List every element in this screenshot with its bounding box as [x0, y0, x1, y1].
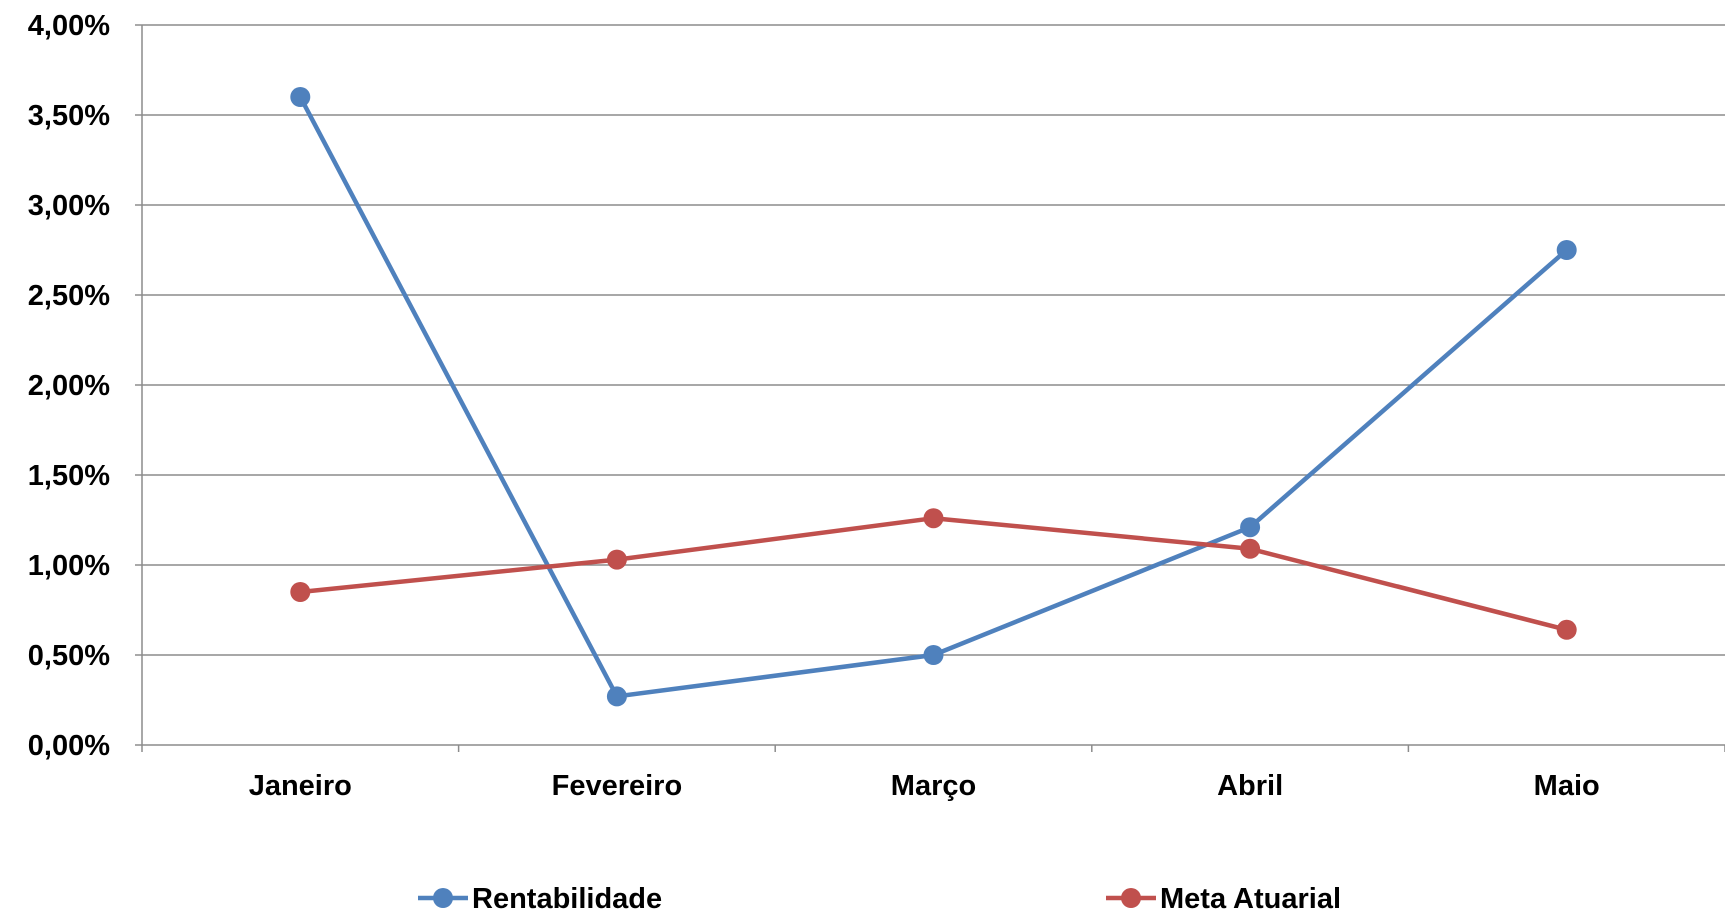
data-point: [290, 582, 311, 602]
series-lines: [290, 87, 1577, 707]
data-point: [1240, 538, 1261, 559]
y-tick-label: 0,00%: [28, 730, 110, 762]
y-tick-label: 4,00%: [28, 10, 110, 42]
x-category-label: Janeiro: [249, 770, 352, 802]
data-point: [606, 686, 627, 707]
x-category-label: Maio: [1534, 770, 1600, 802]
legend-item: Rentabilidade: [418, 883, 662, 915]
x-category-label: Fevereiro: [552, 770, 683, 802]
y-tick-label: 0,50%: [28, 640, 110, 672]
series-line: [298, 95, 1569, 699]
series-1: [290, 508, 1577, 640]
y-tick-label: 2,00%: [28, 370, 110, 402]
legend: Rentabilidade Meta Atuarial: [418, 883, 1341, 915]
data-point: [923, 645, 944, 665]
series-line: [300, 515, 1568, 632]
data-point: [290, 87, 311, 107]
data-point: [1240, 517, 1261, 538]
gridlines: [142, 24, 1725, 746]
series-0: [290, 87, 1577, 707]
y-tick-label: 3,00%: [28, 190, 110, 222]
axes: [135, 24, 1725, 752]
legend-marker-swatch: [433, 888, 453, 908]
data-point: [923, 508, 944, 529]
legend-label: Meta Atuarial: [1160, 883, 1341, 913]
y-tick-label: 2,50%: [28, 280, 110, 312]
y-tick-label: 3,50%: [28, 100, 110, 132]
y-tick-label: 1,00%: [28, 550, 110, 582]
legend-label: Rentabilidade: [472, 883, 662, 913]
data-point: [606, 549, 627, 570]
x-axis-category-labels: Janeiro Fevereiro Março Abril Maio: [249, 770, 1600, 802]
x-category-label: Março: [891, 770, 976, 802]
data-point: [1556, 240, 1577, 260]
legend-item: Meta Atuarial: [1106, 883, 1341, 915]
y-tick-label: 1,50%: [28, 460, 110, 492]
y-axis-tick-labels: 0,00% 0,50% 1,00% 1,50% 2,00% 2,50% 3,00% 3,50%…: [28, 10, 110, 762]
data-point: [1556, 619, 1577, 640]
legend-marker-swatch: [1121, 888, 1141, 908]
x-category-label: Abril: [1217, 770, 1283, 802]
